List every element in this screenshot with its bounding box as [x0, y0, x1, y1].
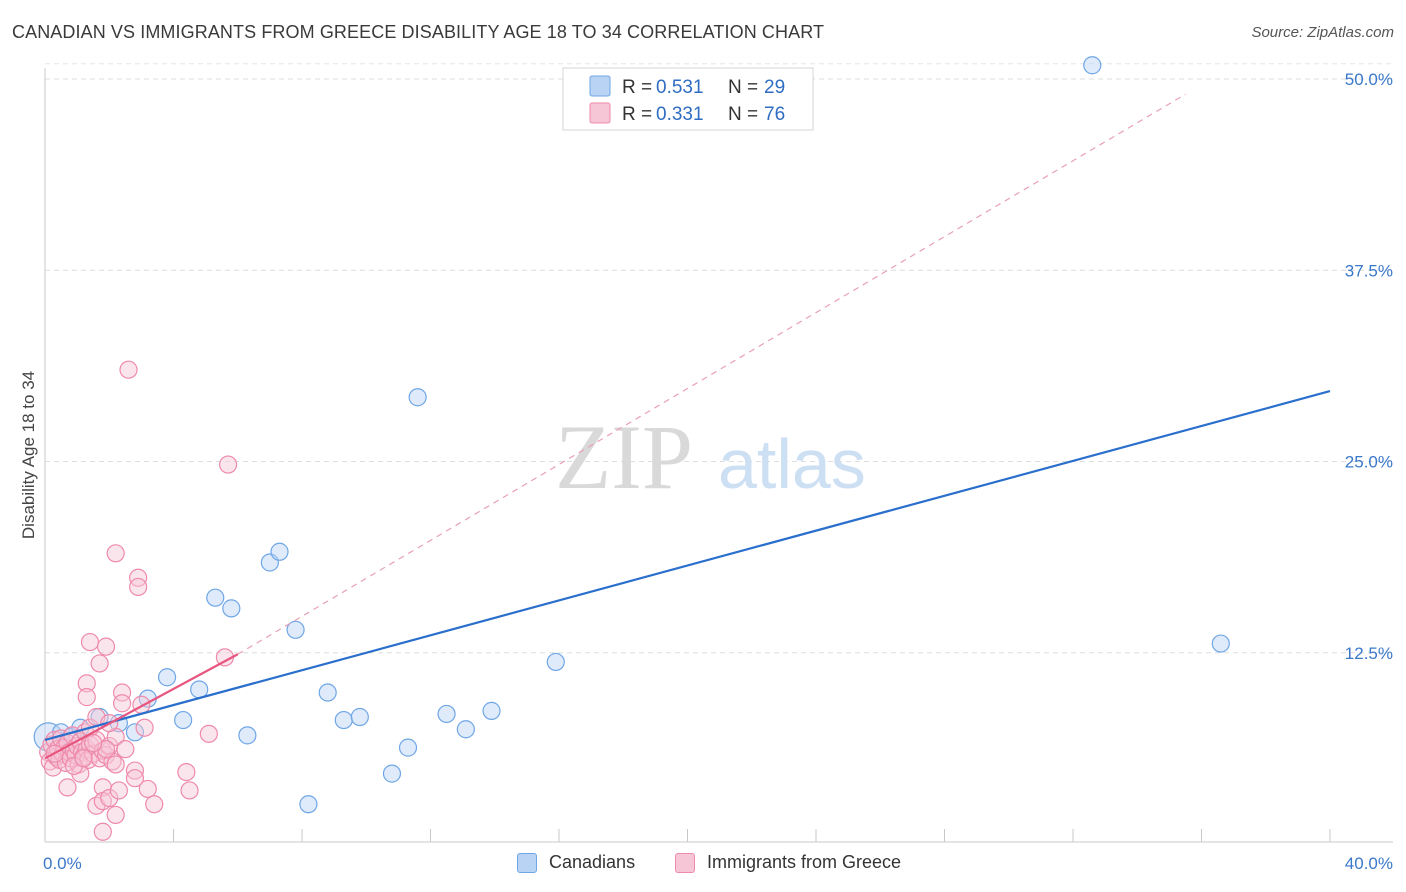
- canadians-point-20: [350, 707, 369, 727]
- greece-point-53: [109, 781, 128, 800]
- bottom-legend-item-greece: Immigrants from Greece: [675, 852, 901, 873]
- canadians-point-6: [125, 723, 145, 742]
- greece-point-39: [77, 688, 96, 707]
- y-tick-labels: 12.5% 25.0% 37.5% 50.0%: [1345, 70, 1393, 663]
- source-label: Source: ZipAtlas.com: [1251, 24, 1394, 41]
- greece-point-43: [96, 637, 116, 656]
- legend-n-value-canadians: 29: [764, 77, 785, 98]
- axes: [44, 68, 1393, 843]
- canadians-point-15: [270, 542, 289, 561]
- canadians-trend-line: [44, 390, 1331, 742]
- canadians-point-17: [299, 795, 318, 814]
- greece-point-57: [116, 740, 135, 759]
- greece-point-72: [64, 756, 84, 776]
- greece-point-61: [129, 568, 148, 587]
- greece-point-65: [138, 779, 157, 799]
- greece-point-41: [90, 654, 109, 673]
- y-tick-label-3: 50.0%: [1345, 70, 1393, 89]
- top-legend: R = 0.531 N = 29 R = 0.331 N = 76: [562, 67, 814, 131]
- canadians-point-16: [286, 620, 305, 639]
- legend-r-value-greece: 0.331: [656, 104, 704, 125]
- canadians-point-27: [546, 652, 565, 672]
- canadians-point-13: [238, 726, 257, 745]
- legend-r-label-greece: R =: [622, 104, 652, 125]
- gridlines: [45, 63, 1393, 654]
- greece-point-69: [199, 724, 218, 743]
- canadians-points: [33, 56, 1230, 814]
- canadians-point-23: [408, 388, 427, 407]
- bottom-legend-swatch-greece: [675, 852, 695, 873]
- legend-swatch-greece: [589, 102, 611, 124]
- canadians-point-19: [334, 710, 353, 730]
- canadians-point-18: [318, 683, 337, 702]
- canadians-point-12: [222, 599, 241, 618]
- bottom-legend-label-greece: Immigrants from Greece: [707, 852, 902, 872]
- greece-point-55: [112, 683, 132, 702]
- canadians-point-24: [437, 704, 456, 724]
- chart-title: CANADIAN VS IMMIGRANTS FROM GREECE DISAB…: [12, 22, 825, 42]
- greece-point-66: [145, 795, 164, 814]
- greece-trend-line-extended: [237, 93, 1186, 655]
- canadians-point-29: [1211, 634, 1230, 653]
- canadians-point-28: [1083, 56, 1102, 75]
- canadians-point-26: [482, 701, 501, 720]
- watermark-atlas: atlas: [718, 425, 866, 503]
- bottom-legend-swatch-canadians: [517, 852, 537, 873]
- x-tick-label-0: 0.0%: [43, 854, 82, 873]
- greece-point-59: [125, 761, 145, 780]
- legend-r-value-canadians: 0.531: [656, 77, 704, 98]
- greece-point-60: [125, 769, 145, 788]
- greece-point-58: [119, 360, 138, 379]
- canadians-point-21: [382, 764, 402, 783]
- legend-r-label-canadians: R =: [622, 77, 652, 98]
- legend-swatch-canadians: [589, 75, 611, 97]
- legend-n-value-greece: 76: [764, 104, 785, 125]
- greece-points: [39, 360, 238, 841]
- greece-point-62: [129, 577, 148, 597]
- canadians-point-25: [456, 720, 475, 739]
- y-tick-label-0: 12.5%: [1345, 644, 1393, 663]
- bottom-legend: Canadians Immigrants from Greece: [0, 852, 1406, 878]
- greece-point-74: [84, 733, 103, 753]
- bottom-legend-item-canadians: Canadians: [517, 852, 635, 873]
- greece-point-56: [112, 694, 132, 713]
- greece-point-54: [106, 544, 125, 563]
- canadians-point-9: [174, 710, 193, 730]
- greece-point-35: [58, 778, 77, 797]
- canadians-point-11: [206, 588, 225, 607]
- greece-point-47: [93, 822, 112, 841]
- greece-trend-line: [44, 653, 239, 760]
- legend-n-label-canadians: N =: [728, 77, 758, 98]
- y-tick-label-1: 25.0%: [1345, 453, 1393, 472]
- watermark-zip: ZIP: [555, 406, 693, 508]
- y-tick-label-2: 37.5%: [1345, 261, 1393, 280]
- canadians-point-22: [398, 738, 418, 757]
- greece-point-51: [106, 755, 125, 774]
- greece-point-48: [100, 788, 119, 808]
- greece-point-68: [180, 781, 199, 800]
- greece-point-52: [106, 805, 125, 825]
- watermark: ZIP atlas: [555, 406, 866, 508]
- greece-point-67: [177, 762, 196, 782]
- greece-point-40: [80, 632, 100, 652]
- x-tick-labels: 0.0% 40.0%: [43, 854, 1393, 873]
- legend-n-label-greece: N =: [728, 104, 758, 125]
- greece-point-73: [74, 749, 93, 768]
- x-tick-label-1: 40.0%: [1345, 854, 1393, 873]
- greece-point-71: [219, 455, 238, 474]
- greece-point-64: [135, 718, 154, 737]
- greece-point-38: [77, 674, 96, 693]
- canadians-point-8: [157, 668, 177, 687]
- bottom-legend-label-canadians: Canadians: [549, 852, 636, 872]
- trend-lines: [44, 93, 1331, 760]
